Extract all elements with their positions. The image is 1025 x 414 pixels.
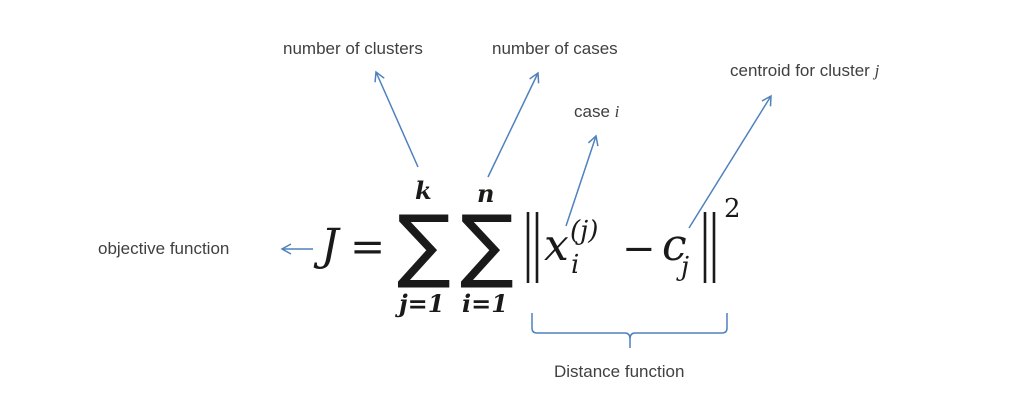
case-variable: i	[614, 102, 620, 121]
norm-bars-right	[703, 212, 716, 283]
centroid-label: centroid for cluster j	[730, 62, 879, 79]
x-subscript: i	[571, 250, 580, 280]
inner-sum-upper-limit: n	[477, 179, 495, 208]
number-of-cases-label: number of cases	[492, 39, 618, 58]
centroid-variable: j	[874, 61, 880, 80]
arrow-number-of-cases	[487, 71, 540, 178]
arrow-number-of-clusters	[374, 70, 419, 168]
outer-sum-symbol: ∑	[397, 198, 451, 291]
distance-brace	[531, 313, 728, 348]
case-word: case	[574, 102, 610, 121]
formula-lhs: J	[321, 220, 339, 271]
formula-exponent: 2	[724, 194, 741, 224]
formula-minus: −	[622, 226, 656, 272]
outer-sum-lower-limit: j=1	[399, 289, 445, 318]
outer-sum-upper-limit: k	[415, 176, 432, 205]
norm-bars-left	[526, 212, 539, 283]
arrow-centroid	[688, 94, 772, 229]
distance-function-label: Distance function	[554, 362, 685, 381]
c-variable: c	[662, 220, 687, 271]
x-superscript: (j)	[570, 216, 599, 246]
x-variable: x	[544, 220, 569, 271]
number-of-clusters-label: number of clusters	[283, 39, 423, 58]
inner-sum-symbol: ∑	[460, 198, 514, 291]
c-subscript: j	[681, 252, 690, 282]
formula-equals: =	[350, 222, 386, 271]
objective-function-label: objective function	[98, 239, 230, 258]
case-i-label: case i	[574, 103, 619, 120]
arrow-case-i	[565, 134, 599, 227]
inner-sum-lower-limit: i=1	[462, 289, 508, 318]
centroid-text: centroid for cluster	[730, 61, 870, 80]
